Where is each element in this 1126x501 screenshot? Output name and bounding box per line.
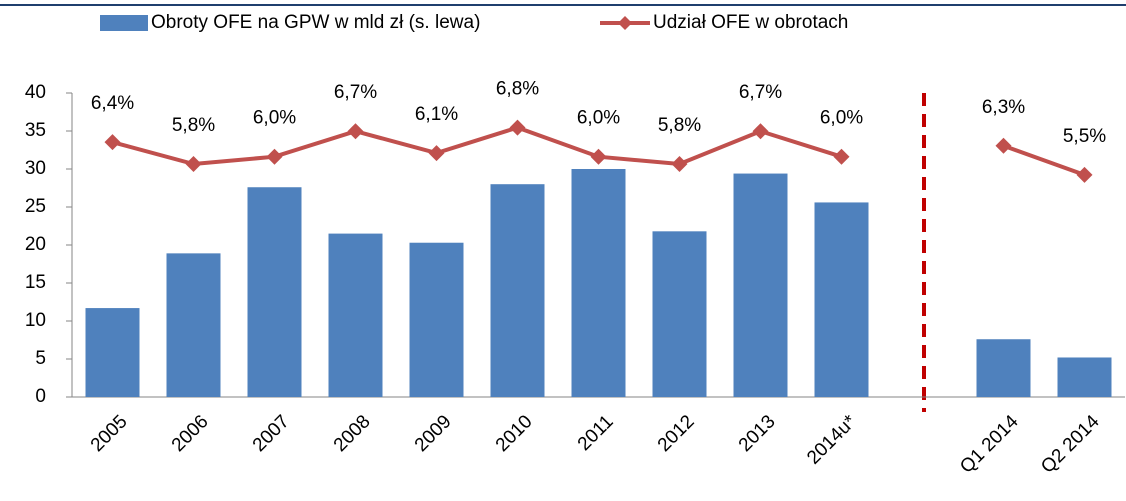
marker — [104, 134, 121, 151]
marker — [185, 155, 202, 172]
y-tick-label: 40 — [25, 82, 46, 103]
bar — [652, 231, 707, 397]
data-label: 5,5% — [1063, 126, 1106, 147]
marker — [752, 123, 769, 140]
marker — [347, 123, 364, 140]
data-label: 5,8% — [658, 115, 701, 136]
data-label: 6,1% — [415, 104, 458, 125]
bar — [166, 253, 221, 397]
x-tick-label: 2009 — [411, 411, 456, 456]
bar — [976, 339, 1031, 397]
marker — [590, 148, 607, 165]
data-label: 5,8% — [172, 115, 215, 136]
y-tick-label: 15 — [25, 272, 46, 293]
x-tick-label: 2012 — [654, 411, 699, 456]
y-tick-label: 0 — [35, 386, 46, 407]
data-label: 6,0% — [577, 108, 620, 129]
bar — [85, 308, 140, 397]
bar — [1057, 357, 1112, 397]
legend-marker — [618, 16, 632, 30]
legend-label: Obroty OFE na GPW w mld zł (s. lewa) — [151, 12, 480, 33]
bar — [409, 242, 464, 397]
y-tick-label: 30 — [25, 158, 46, 179]
x-tick-label: 2007 — [249, 411, 294, 456]
marker — [428, 145, 445, 162]
marker — [1076, 166, 1093, 183]
data-label: 6,4% — [91, 93, 134, 114]
y-tick-label: 25 — [25, 196, 46, 217]
legend-swatch — [100, 15, 148, 31]
marker — [266, 148, 283, 165]
x-tick-label: 2006 — [168, 411, 213, 456]
data-label: 6,7% — [334, 82, 377, 103]
y-tick-label: 10 — [25, 310, 46, 331]
marker — [509, 119, 526, 136]
legend-label: Udział OFE w obrotach — [653, 12, 848, 33]
marker — [671, 155, 688, 172]
x-tick-label: 2005 — [87, 411, 132, 456]
data-label: 6,0% — [253, 108, 296, 129]
x-tick-label: Q1 2014 — [956, 411, 1023, 478]
data-label: 6,7% — [739, 82, 782, 103]
data-label: 6,0% — [820, 108, 863, 129]
x-tick-label: Q2 2014 — [1037, 411, 1104, 478]
x-tick-label: 2010 — [492, 411, 537, 456]
bar — [571, 169, 626, 397]
y-tick-label: 5 — [35, 348, 46, 369]
bar — [328, 233, 383, 397]
data-label: 6,3% — [982, 97, 1025, 118]
data-label: 6,8% — [496, 79, 539, 100]
y-tick-label: 35 — [25, 120, 46, 141]
x-tick-label: 2013 — [735, 411, 780, 456]
bar — [490, 184, 545, 397]
x-tick-label: 2008 — [330, 411, 375, 456]
x-tick-label: 2011 — [574, 411, 618, 455]
bar — [247, 187, 302, 397]
line — [111, 125, 1086, 177]
y-tick-label: 20 — [25, 234, 46, 255]
bar — [814, 202, 869, 397]
marker — [833, 148, 850, 165]
marker — [995, 137, 1012, 154]
bar — [733, 173, 788, 397]
x-tick-label: 2014u* — [803, 411, 861, 469]
